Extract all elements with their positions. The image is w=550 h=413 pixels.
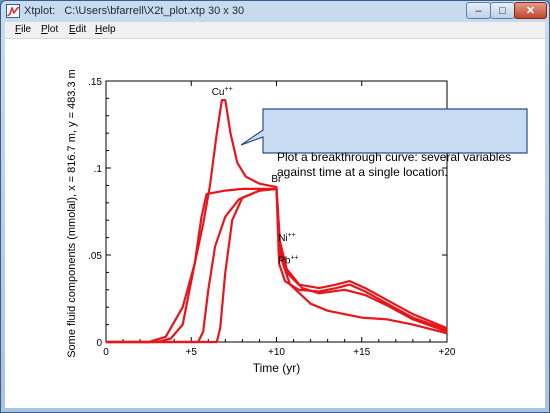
x-tick-label: +15 [353,347,370,358]
window-title: Xtplot: C:\Users\bfarrell\X2t_plot.xtp [24,5,205,17]
menu-help-accel: H [95,24,103,35]
title-bar[interactable]: Xtplot: C:\Users\bfarrell\X2t_plot.xtp 3… [1,1,549,22]
maximize-button[interactable]: □ [490,2,515,19]
plot-area: 0 +5 +10 +15 +20 0 .05 .1 .15 Time (yr) Some fluid… [5,39,545,408]
series-annotation-cu: Cu++ [212,86,233,98]
y-tick-label: 0 [96,338,102,349]
close-button[interactable]: ✕ [514,2,547,19]
menu-file-accel: F [15,24,22,35]
menu-plot[interactable]: Plot [41,24,58,35]
x-tick-label: +5 [186,347,198,358]
minimize-icon: – [475,4,482,17]
menu-help-rest: elp [102,24,116,35]
series-annotation-ni: Ni++ [278,232,296,244]
x-axis-label: Time (yr) [253,361,301,375]
series-line-pb[interactable] [106,187,448,344]
menu-edit[interactable]: Edit [69,24,86,35]
grid-size-label: 30 x 30 [208,5,245,17]
y-tick-label: .05 [88,251,102,262]
x-tick-label: +10 [268,347,285,358]
menu-plot-accel: P [41,24,48,35]
series-annotation-pb: Pb++ [278,255,298,267]
menu-file[interactable]: File [15,24,31,35]
y-tick-label: .1 [94,164,103,175]
x-tick-label: 0 [103,347,109,358]
close-icon: ✕ [525,5,536,17]
maximize-icon: □ [499,4,506,17]
y-tick-label: .15 [88,77,102,88]
menu-plot-rest: lot [47,24,59,35]
menu-edit-rest: dit [75,24,87,35]
menu-help[interactable]: Help [95,24,116,35]
xtplot-icon [6,4,20,18]
series-line-br[interactable] [106,187,448,344]
minimize-button[interactable]: – [466,2,491,19]
menu-file-rest: ile [21,24,32,35]
menu-bar: File Plot Edit Help [5,22,545,38]
menu-edit-accel: E [69,24,76,35]
series-annotation-br: Br- [271,173,284,185]
y-axis-label: Some fluid components (mmolal), x = 816.… [66,69,78,358]
callout-text: Plot a breakthrough curve: several varia… [277,150,512,179]
x-tick-label: +20 [439,347,456,358]
breakthrough-chart[interactable]: 0 +5 +10 +15 +20 0 .05 .1 .15 Time (yr) Some fluid… [5,39,545,408]
callout-bubble [240,108,528,154]
